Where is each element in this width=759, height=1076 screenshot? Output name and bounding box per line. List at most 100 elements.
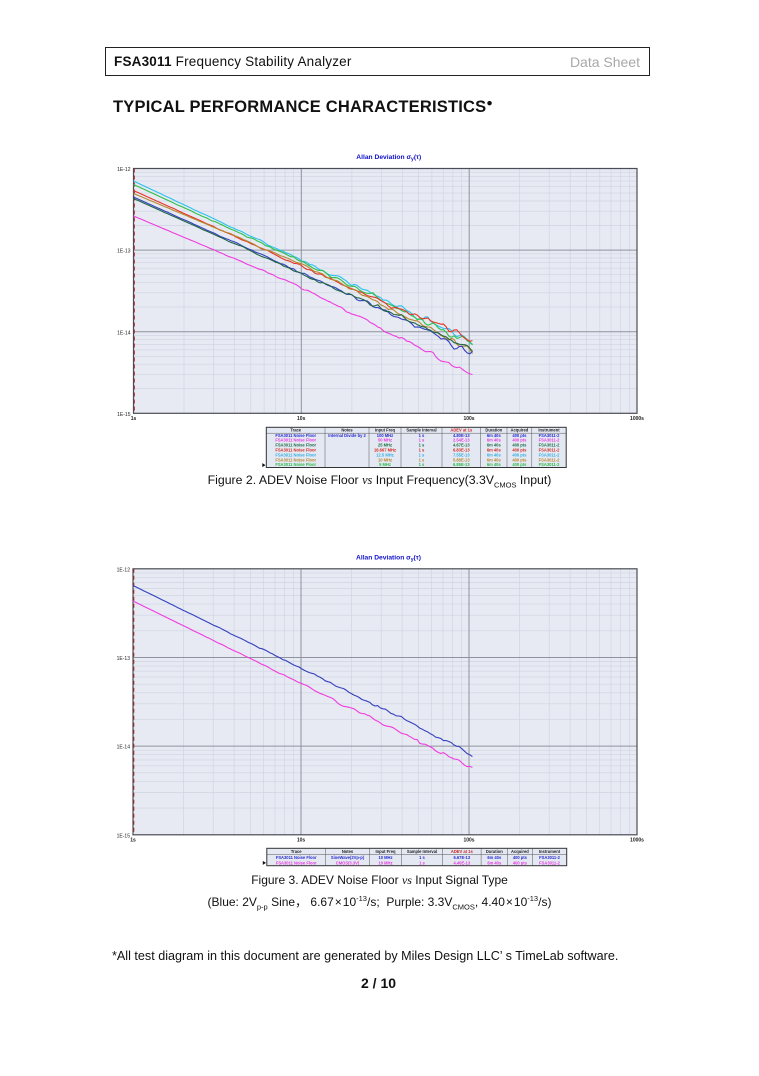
svg-text:5.88E-13: 5.88E-13 [453,457,470,462]
svg-text:Input Freq: Input Freq [375,428,396,433]
svg-text:Notes: Notes [342,849,354,854]
svg-text:1 s: 1 s [419,433,425,438]
svg-text:Sample Interval: Sample Interval [407,849,437,854]
svg-text:FSA3011-2: FSA3011-2 [539,860,560,865]
svg-text:4.40E-13: 4.40E-13 [453,860,470,865]
svg-text:1E-14: 1E-14 [117,745,131,751]
svg-text:25 MHz: 25 MHz [378,443,392,448]
svg-text:CMOS(3.3V): CMOS(3.3V) [336,860,360,865]
svg-text:1E-15: 1E-15 [117,412,131,418]
svg-text:400 pts: 400 pts [512,433,527,438]
svg-text:Duration: Duration [485,428,502,433]
svg-text:1s: 1s [131,416,137,422]
svg-text:1 s: 1 s [419,438,425,443]
svg-text:FSA3011-2: FSA3011-2 [539,443,560,448]
svg-text:6.85E-13: 6.85E-13 [453,462,470,467]
svg-text:Trace: Trace [290,428,301,433]
svg-text:FSA3011 Noise Floor: FSA3011 Noise Floor [275,443,316,448]
svg-text:7.55E-13: 7.55E-13 [453,452,470,457]
svg-text:1E-13: 1E-13 [117,249,131,255]
svg-text:4.67E-13: 4.67E-13 [453,443,470,448]
svg-text:FSA3011 Noise Floor: FSA3011 Noise Floor [275,457,316,462]
svg-text:SineWave(2Vp-p): SineWave(2Vp-p) [331,855,365,860]
svg-text:12.5 MHz: 12.5 MHz [376,452,394,457]
svg-text:Acquired: Acquired [511,849,529,854]
svg-text:50 MHz: 50 MHz [378,438,392,443]
svg-text:400 pts: 400 pts [512,438,527,443]
svg-text:16.667 MHz: 16.667 MHz [374,448,396,453]
svg-text:6m 40s: 6m 40s [487,443,502,448]
svg-text:1000s: 1000s [630,416,644,422]
svg-text:FSA3011-2: FSA3011-2 [539,433,560,438]
svg-text:400 pts: 400 pts [512,443,527,448]
svg-text:1 s: 1 s [419,443,425,448]
svg-text:1E-13: 1E-13 [117,656,131,662]
svg-text:1E-15: 1E-15 [117,833,131,839]
svg-text:Duration: Duration [486,849,503,854]
svg-text:6m 40s: 6m 40s [487,448,502,453]
svg-text:6m 40s: 6m 40s [487,860,502,865]
svg-text:6m 40s: 6m 40s [487,462,502,467]
svg-text:6m 40s: 6m 40s [487,457,502,462]
svg-text:FSA3011 Noise Floor: FSA3011 Noise Floor [276,860,317,865]
svg-text:400 pts: 400 pts [512,462,527,467]
svg-text:10s: 10s [297,416,306,422]
svg-text:Allan Deviation σy(τ): Allan Deviation σy(τ) [356,554,421,563]
svg-text:FSA3011-2: FSA3011-2 [539,462,560,467]
svg-text:100 MHz: 100 MHz [377,433,393,438]
svg-text:10s: 10s [297,837,306,843]
svg-text:1 s: 1 s [419,462,425,467]
svg-text:6m 40s: 6m 40s [487,452,502,457]
svg-text:FSA3011 Noise Floor: FSA3011 Noise Floor [275,462,316,467]
svg-text:1 s: 1 s [419,457,425,462]
svg-text:1 s: 1 s [419,448,425,453]
svg-text:Instrument: Instrument [538,428,560,433]
svg-text:400 pts: 400 pts [512,457,527,462]
svg-text:FSA3011 Noise Floor: FSA3011 Noise Floor [275,433,316,438]
svg-text:Input Freq: Input Freq [375,849,396,854]
svg-text:6m 40s: 6m 40s [487,433,502,438]
svg-text:1 s: 1 s [419,860,425,865]
svg-text:400 pts: 400 pts [513,860,528,865]
svg-text:100s: 100s [463,837,474,843]
svg-text:FSA3011 Noise Floor: FSA3011 Noise Floor [275,448,316,453]
svg-text:Allan Deviation σy(τ): Allan Deviation σy(τ) [356,154,421,163]
svg-text:FSA3011 Noise Floor: FSA3011 Noise Floor [275,452,316,457]
svg-text:1E-12: 1E-12 [117,167,131,173]
svg-text:ADEV at 1s: ADEV at 1s [451,849,474,854]
svg-text:Acquired: Acquired [511,428,529,433]
svg-text:10 MHz: 10 MHz [378,860,392,865]
svg-text:2.54E-13: 2.54E-13 [453,438,470,443]
svg-text:1E-14: 1E-14 [117,330,131,336]
svg-text:10 MHz: 10 MHz [378,457,392,462]
svg-text:6m 40s: 6m 40s [487,438,502,443]
svg-text:1E-12: 1E-12 [117,567,131,573]
svg-text:Internal Divide by 2: Internal Divide by 2 [328,433,366,438]
svg-text:Trace: Trace [291,849,302,854]
svg-text:FSA3011 Noise Floor: FSA3011 Noise Floor [275,438,316,443]
svg-text:10 MHz: 10 MHz [378,855,392,860]
svg-text:400 pts: 400 pts [513,855,528,860]
svg-text:Sample Interval: Sample Interval [406,428,436,433]
svg-text:100s: 100s [463,416,474,422]
svg-text:6.67E-13: 6.67E-13 [453,855,470,860]
svg-text:FSA3011-2: FSA3011-2 [539,448,560,453]
svg-text:FSA3011-2: FSA3011-2 [539,438,560,443]
svg-text:ADEV at 1s: ADEV at 1s [450,428,473,433]
svg-text:400 pts: 400 pts [512,448,527,453]
svg-text:400 pts: 400 pts [512,452,527,457]
svg-text:1 s: 1 s [419,855,425,860]
svg-text:Notes: Notes [341,428,353,433]
svg-text:FSA3011 Noise Floor: FSA3011 Noise Floor [276,855,317,860]
svg-text:1 s: 1 s [419,452,425,457]
svg-text:6.83E-13: 6.83E-13 [453,448,470,453]
svg-text:FSA3011-2: FSA3011-2 [539,855,560,860]
svg-text:FSA3011-2: FSA3011-2 [539,457,560,462]
svg-text:FSA3011-2: FSA3011-2 [539,452,560,457]
svg-text:4.80E-13: 4.80E-13 [453,433,470,438]
svg-text:Instrument: Instrument [539,849,561,854]
svg-text:5 MHz: 5 MHz [379,462,391,467]
svg-text:1000s: 1000s [630,837,644,843]
svg-text:6m 40s: 6m 40s [487,855,502,860]
svg-text:1s: 1s [130,837,136,843]
